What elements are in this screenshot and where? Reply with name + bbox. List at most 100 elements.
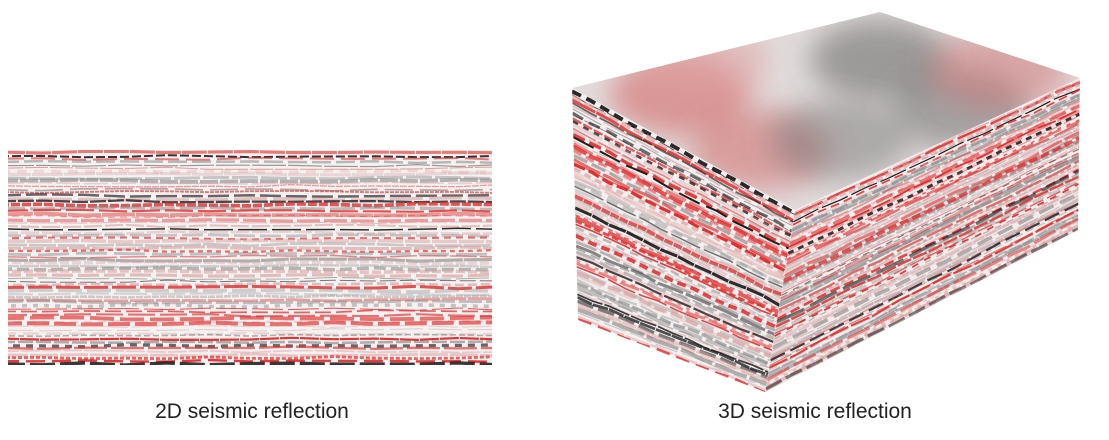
texture — [774, 183, 1080, 337]
caption-3d: 3D seismic reflection — [718, 400, 912, 423]
texture — [8, 245, 492, 251]
texture — [8, 205, 492, 212]
texture — [772, 187, 1080, 343]
texture — [575, 247, 775, 337]
texture — [574, 204, 781, 305]
texture — [8, 218, 492, 223]
texture — [574, 197, 782, 300]
texture — [8, 223, 492, 229]
texture — [790, 101, 1080, 240]
texture — [572, 130, 791, 246]
texture — [572, 120, 792, 237]
texture — [8, 221, 492, 225]
texture — [8, 242, 492, 248]
texture — [576, 274, 772, 359]
texture — [772, 188, 1080, 345]
seismic-2d-image — [8, 150, 492, 365]
texture — [788, 109, 1080, 251]
texture — [8, 183, 492, 188]
texture — [8, 189, 492, 194]
texture — [785, 125, 1080, 267]
texture — [576, 281, 771, 366]
texture — [8, 230, 492, 235]
texture — [572, 89, 795, 216]
texture — [767, 217, 1079, 379]
texture — [8, 150, 492, 155]
texture — [789, 104, 1080, 244]
texture — [8, 355, 492, 361]
texture — [771, 197, 1079, 355]
texture — [574, 234, 777, 329]
texture — [572, 105, 794, 225]
texture — [8, 248, 492, 254]
texture — [573, 162, 787, 273]
texture — [8, 307, 492, 311]
texture — [770, 100, 910, 180]
texture — [8, 282, 492, 287]
texture — [572, 89, 795, 392]
texture — [8, 336, 492, 341]
texture — [574, 201, 781, 302]
texture — [576, 288, 770, 369]
texture — [790, 94, 1080, 234]
texture — [792, 93, 1080, 229]
texture — [630, 20, 770, 100]
texture — [573, 179, 784, 286]
texture — [574, 185, 783, 288]
texture — [788, 108, 1080, 248]
texture — [8, 199, 492, 204]
texture — [575, 256, 774, 344]
texture — [776, 169, 1080, 324]
texture — [8, 345, 492, 351]
texture — [8, 150, 492, 365]
texture — [793, 82, 1080, 219]
texture — [8, 187, 492, 192]
texture — [575, 240, 776, 332]
texture — [576, 291, 770, 373]
texture — [577, 315, 767, 392]
texture — [572, 117, 792, 236]
texture — [577, 312, 767, 387]
texture — [576, 302, 768, 382]
texture — [573, 188, 783, 292]
texture — [574, 206, 781, 307]
texture — [775, 178, 1079, 331]
texture — [8, 320, 492, 327]
texture — [8, 208, 492, 213]
texture — [775, 175, 1080, 328]
texture — [8, 292, 492, 296]
texture — [8, 233, 492, 238]
texture — [572, 127, 791, 243]
texture — [572, 102, 794, 223]
texture — [573, 166, 786, 276]
texture — [575, 262, 774, 351]
seismic-3d-image — [572, 12, 1080, 392]
texture — [576, 271, 773, 359]
texture — [780, 152, 1080, 299]
texture — [768, 211, 1079, 371]
texture — [770, 198, 1080, 358]
texture — [785, 122, 1080, 265]
texture — [8, 159, 492, 165]
texture — [576, 266, 773, 352]
texture — [572, 148, 788, 261]
texture — [8, 259, 492, 266]
texture — [8, 177, 492, 184]
texture — [790, 97, 1080, 237]
texture — [8, 349, 492, 354]
texture — [573, 158, 787, 269]
texture — [573, 140, 789, 253]
texture — [789, 104, 1080, 246]
texture — [576, 296, 769, 376]
texture — [768, 209, 1079, 369]
texture — [8, 294, 492, 299]
texture — [790, 99, 1080, 238]
texture — [572, 114, 793, 233]
texture — [8, 168, 492, 175]
texture — [572, 111, 793, 233]
texture — [573, 194, 782, 297]
texture — [8, 257, 492, 263]
texture — [8, 164, 492, 168]
texture — [765, 80, 1080, 392]
texture — [8, 352, 492, 358]
